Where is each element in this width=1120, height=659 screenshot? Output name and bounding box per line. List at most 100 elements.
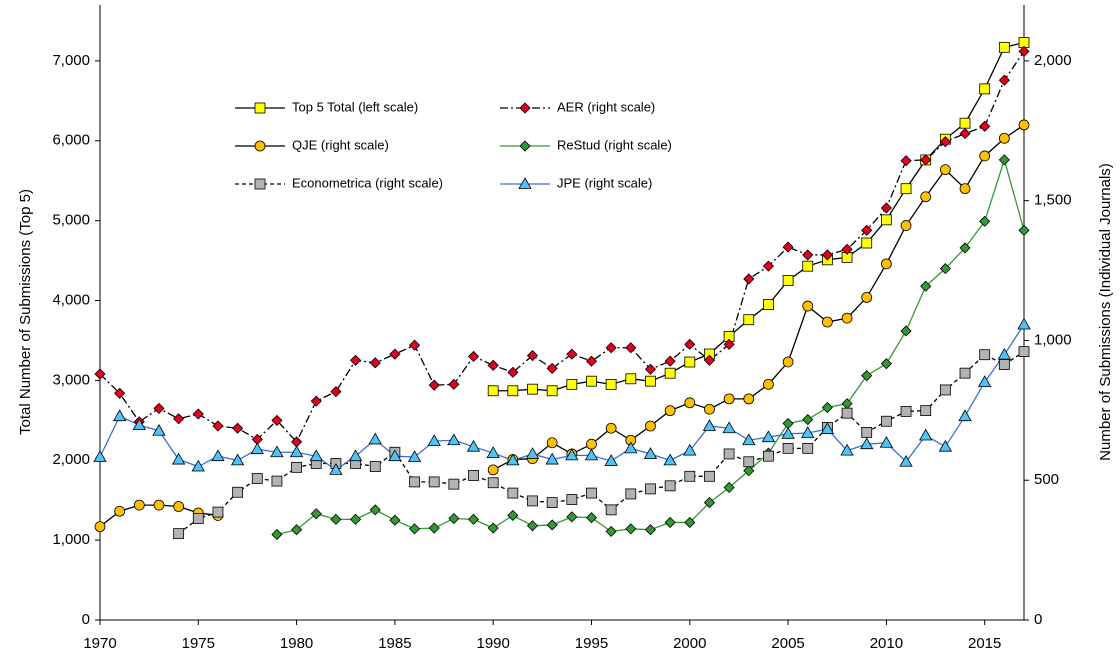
marker [861, 237, 873, 249]
marker [880, 415, 892, 427]
marker [173, 528, 185, 540]
marker [173, 413, 185, 425]
legend-label: ReStud (right scale) [557, 137, 672, 152]
marker [369, 504, 381, 516]
marker [330, 513, 342, 525]
marker [722, 421, 736, 434]
marker [644, 363, 657, 375]
marker [584, 448, 599, 461]
marker [291, 461, 302, 473]
y-tick-label: 7,000 [52, 52, 90, 69]
marker [998, 74, 1010, 86]
legend-marker [254, 178, 266, 190]
marker [310, 508, 322, 520]
marker [507, 366, 519, 378]
y2-tick-label: 500 [1034, 471, 1059, 488]
marker [802, 300, 814, 312]
marker [133, 499, 145, 511]
marker [684, 470, 696, 482]
marker [586, 375, 597, 387]
marker [742, 433, 756, 446]
marker [802, 260, 814, 272]
x-tick-label: 1995 [575, 635, 608, 652]
marker [428, 476, 440, 488]
marker [743, 393, 755, 405]
marker [447, 433, 461, 446]
marker [289, 445, 304, 458]
marker [192, 513, 204, 524]
marker [94, 368, 106, 380]
marker [781, 427, 795, 439]
y-tick-label: 5,000 [52, 212, 90, 229]
marker [684, 516, 696, 529]
marker [821, 401, 833, 414]
y-tick-label: 0 [82, 611, 90, 628]
marker [427, 434, 441, 446]
marker [899, 454, 913, 467]
marker [762, 260, 774, 272]
marker [251, 473, 263, 484]
marker [664, 480, 676, 492]
marker [546, 437, 558, 449]
x-tick-label: 2000 [673, 635, 706, 652]
marker [704, 403, 715, 415]
marker [545, 452, 559, 465]
marker [625, 373, 637, 385]
marker [368, 432, 382, 445]
marker [605, 422, 617, 434]
marker [153, 499, 165, 511]
marker [1018, 346, 1030, 358]
marker [507, 509, 519, 522]
marker [743, 314, 755, 326]
marker [704, 470, 715, 482]
marker [782, 356, 794, 368]
marker [743, 456, 755, 468]
marker [861, 370, 873, 382]
marker [93, 450, 107, 462]
marker [152, 423, 166, 436]
marker [841, 312, 853, 324]
marker [684, 356, 696, 368]
marker [546, 519, 558, 531]
marker [605, 342, 617, 354]
marker [585, 512, 598, 524]
marker [408, 523, 421, 535]
legend-label: QJE (right scale) [292, 137, 389, 152]
legend-marker [518, 177, 532, 189]
marker [801, 426, 815, 438]
marker [625, 523, 637, 535]
marker [271, 414, 283, 426]
marker [171, 452, 186, 465]
marker [211, 449, 225, 462]
legend-marker [254, 102, 266, 114]
marker [920, 154, 932, 166]
marker [880, 202, 892, 214]
legend-label: JPE (right scale) [557, 175, 652, 190]
marker [802, 249, 814, 261]
marker [250, 442, 264, 455]
legend-marker [519, 102, 531, 114]
legend-label: Top 5 Total (left scale) [292, 99, 418, 114]
marker [919, 428, 933, 441]
marker [664, 405, 676, 417]
marker [841, 398, 853, 410]
y2-axis-title: Number of Submissions (Individual Journa… [1097, 163, 1114, 461]
marker [723, 481, 735, 494]
x-tick-label: 1975 [182, 635, 215, 652]
marker [959, 367, 971, 379]
marker [526, 520, 539, 532]
marker [506, 453, 520, 466]
marker [291, 524, 303, 536]
marker [802, 442, 814, 454]
marker [350, 513, 362, 525]
marker [920, 191, 932, 203]
marker [820, 422, 835, 434]
marker [782, 442, 794, 454]
marker [605, 525, 617, 537]
marker [566, 348, 578, 360]
marker [310, 395, 322, 407]
marker [939, 164, 951, 176]
marker [625, 342, 637, 354]
legend-marker [254, 140, 266, 152]
